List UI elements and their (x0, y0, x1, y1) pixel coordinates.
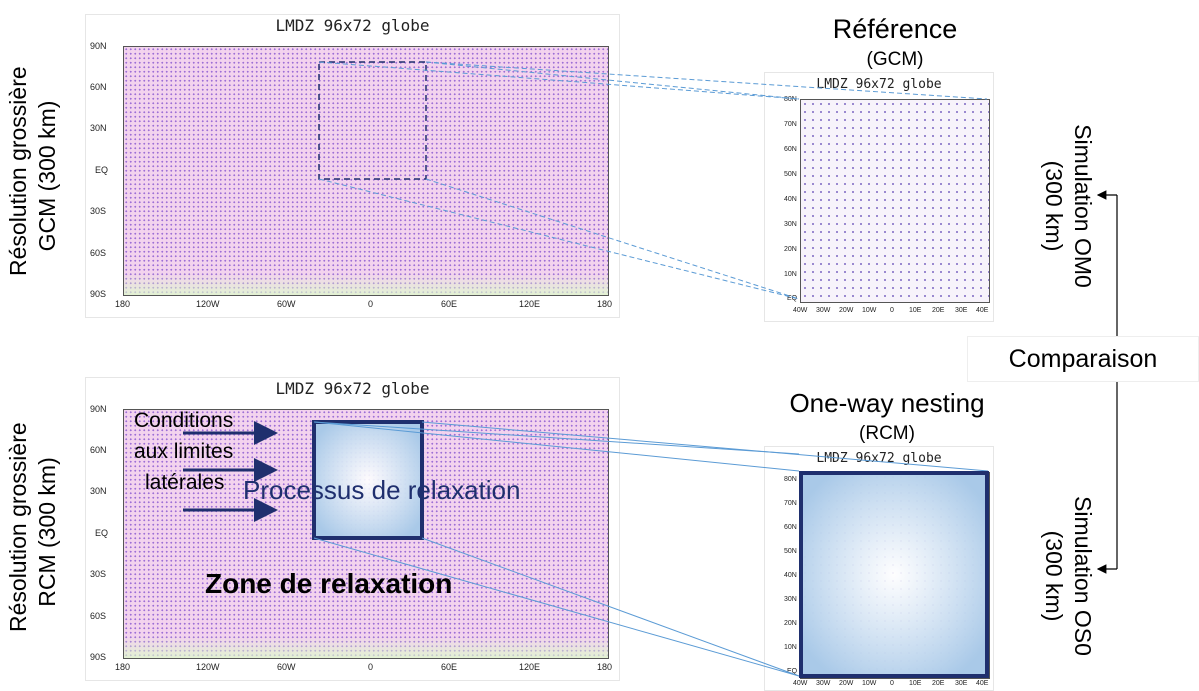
dashed-region-box (318, 61, 427, 180)
nesting-subtitle: (RCM) (859, 423, 915, 444)
map-title: LMDZ 96x72 globe (816, 77, 942, 92)
label-simulation-om0: Simulation OM0 (300 km) (1041, 124, 1096, 288)
nesting-title: One-way nesting (789, 388, 985, 418)
reference-title: Référence (832, 14, 958, 44)
boundary-arrows (183, 421, 278, 522)
map-title: LMDZ 96x72 globe (275, 379, 430, 398)
map-title: LMDZ 96x72 globe (816, 451, 942, 466)
tropics-band (124, 273, 608, 295)
map-plot-area (123, 46, 609, 296)
relaxation-zone-label: Zone de relaxation (205, 568, 453, 599)
tropics-band (124, 636, 608, 658)
label-simulation-os0: Simulation OS0 (300 km) (1041, 496, 1096, 656)
top-connectors (318, 61, 988, 300)
map-title: LMDZ 96x72 globe (275, 16, 430, 35)
comparison-bracket (1096, 190, 1118, 574)
reference-subtitle: (GCM) (866, 49, 924, 70)
relaxation-region-box (312, 420, 424, 540)
map-plot-area (800, 99, 990, 303)
bottom-connectors (313, 421, 989, 677)
zoom-map-reference: LMDZ 96x72 globe 80N 70N 60N 50N 40N 30N… (764, 72, 994, 322)
zoom-relaxation-frame (799, 471, 989, 678)
comparison-label: Comparaison (967, 336, 1199, 382)
boundary-conditions-label: Conditions aux limites latérales (134, 409, 234, 494)
relaxation-process-label: Processus de relaxation (243, 475, 521, 505)
